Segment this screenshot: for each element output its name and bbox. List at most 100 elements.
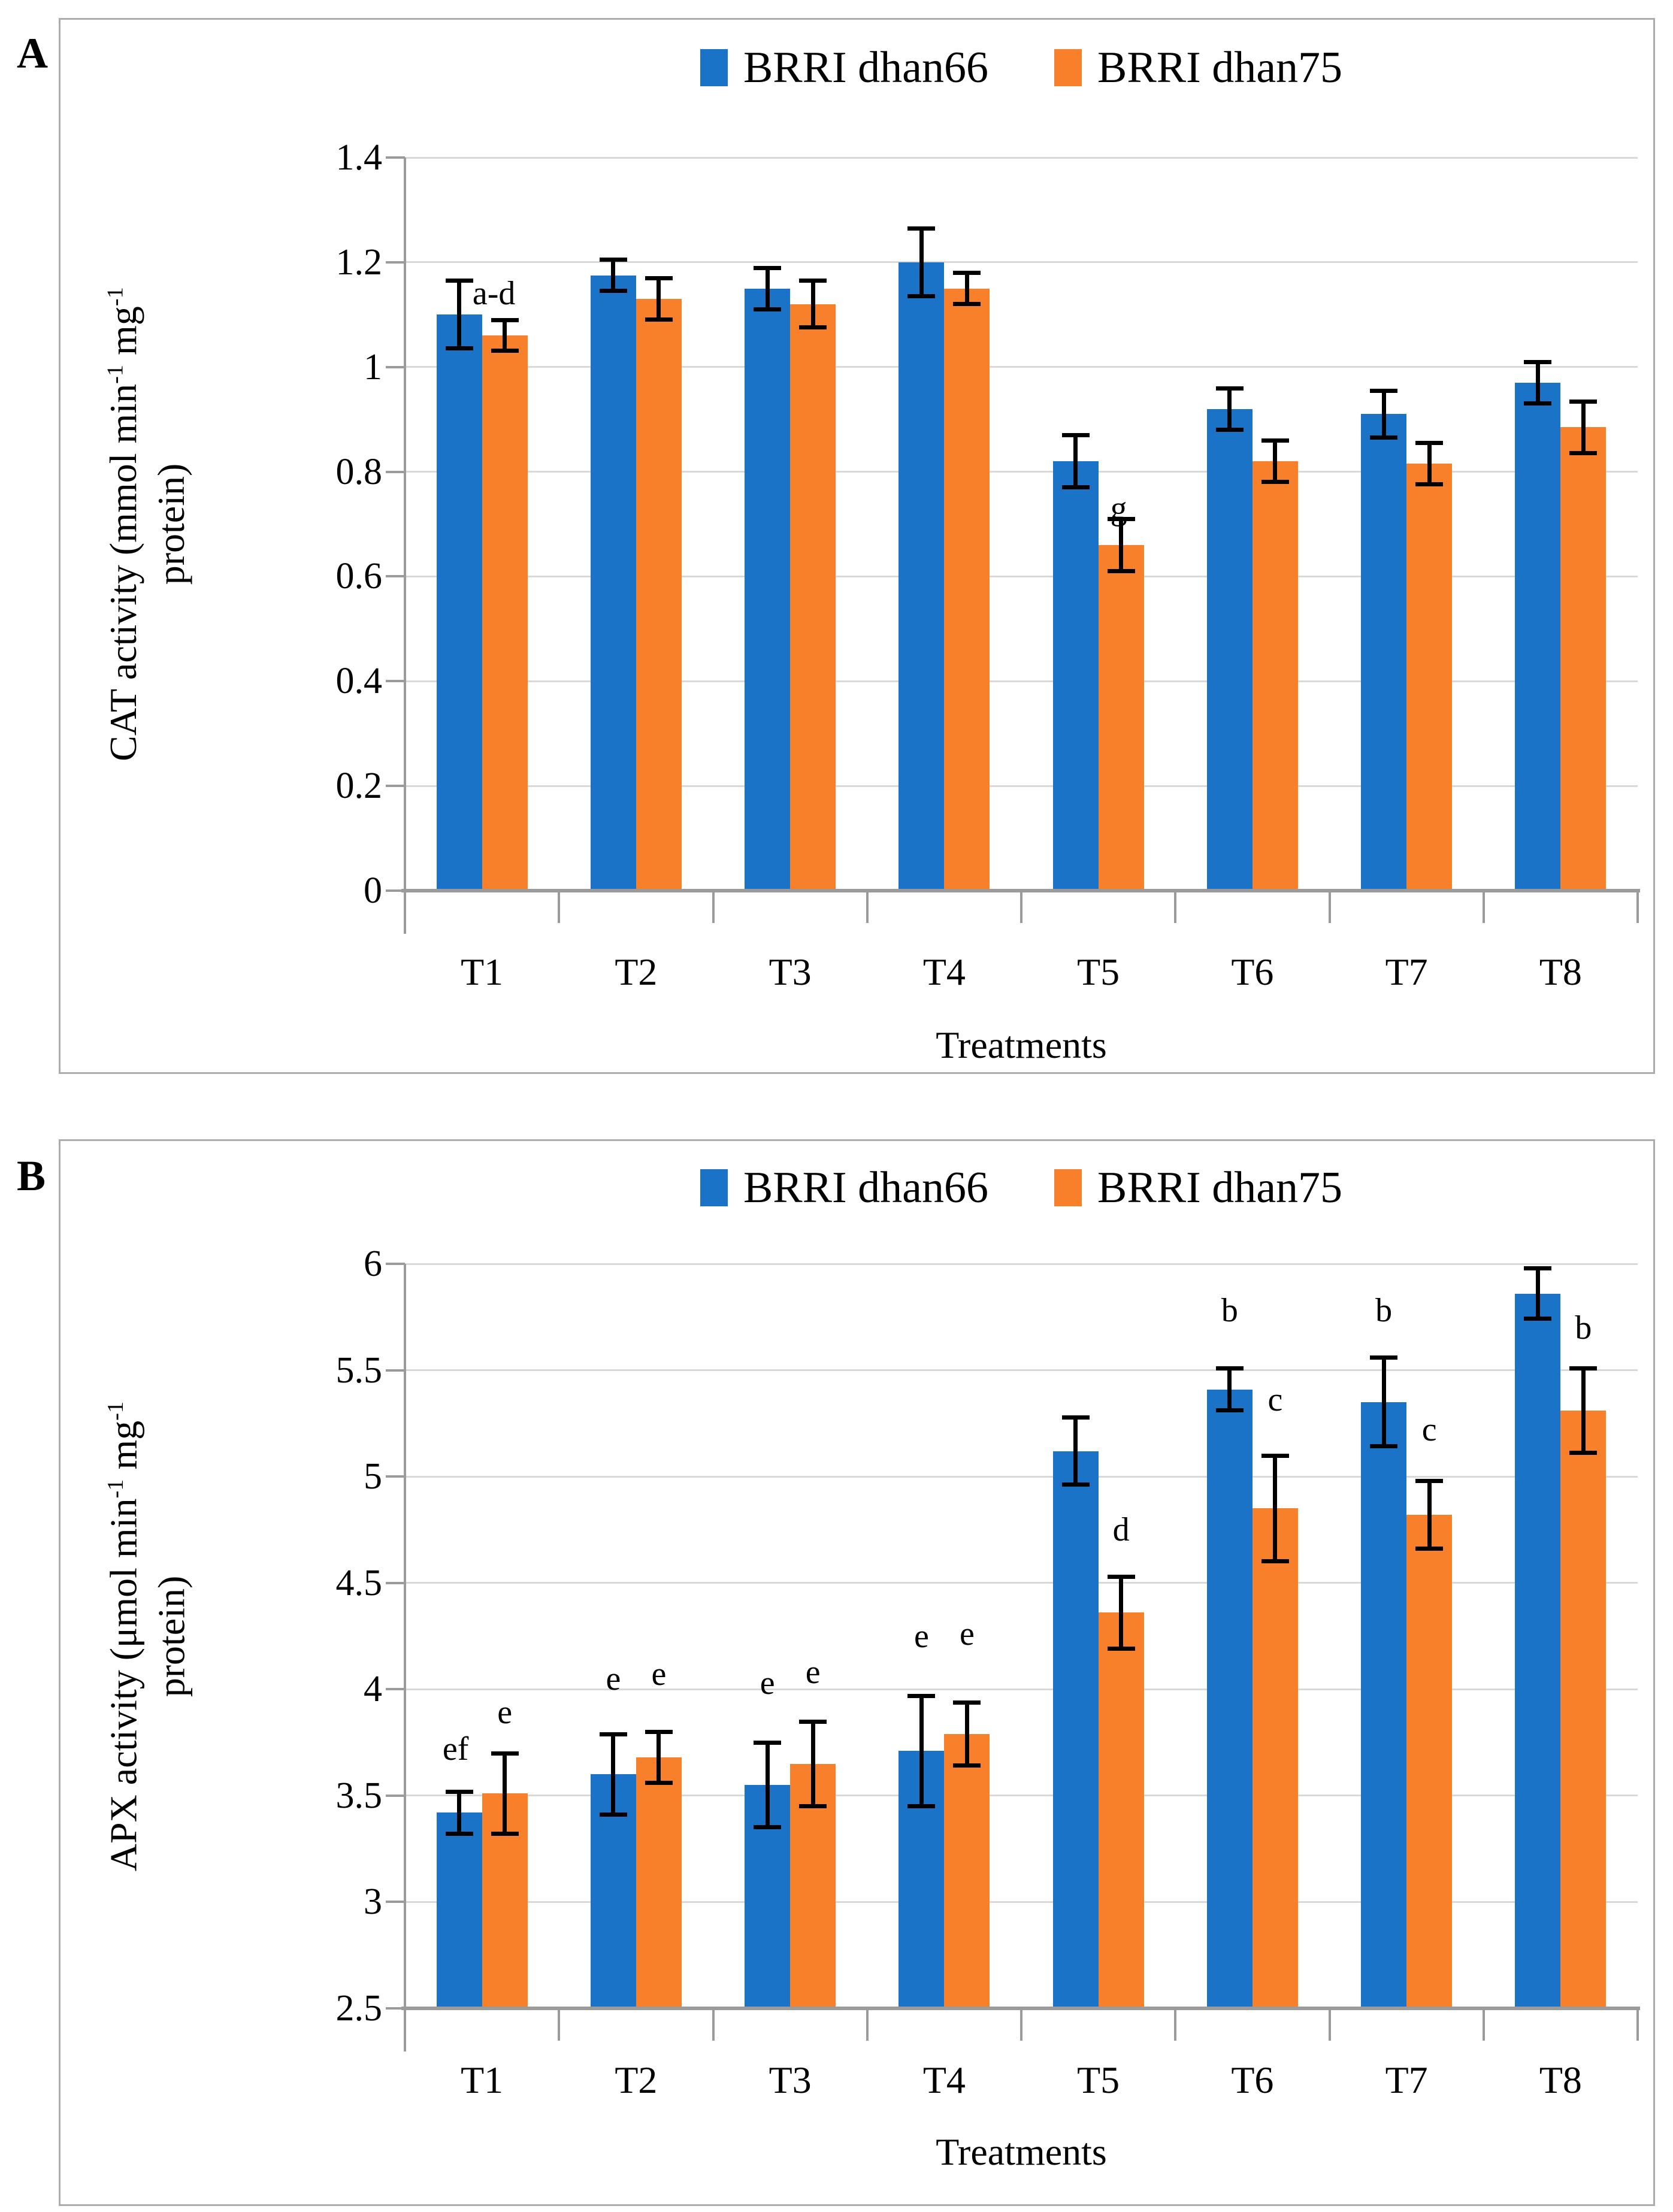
x-axis-tick-mark (1020, 2008, 1022, 2041)
gridline (405, 575, 1638, 577)
error-bar-cap-bottom (907, 1804, 936, 1808)
significance-letter: e (760, 1664, 775, 1702)
y-axis-tick-mark (386, 1475, 405, 1478)
x-axis-tick-label: T8 (1539, 951, 1582, 993)
x-axis-tick-label: T1 (461, 951, 504, 993)
error-bar-line (765, 267, 770, 310)
error-bar-cap-top (645, 1730, 673, 1735)
x-axis-tick-mark (404, 891, 406, 923)
error-bar-cap-top (799, 1719, 827, 1724)
error-bar-cap-bottom (1569, 450, 1598, 455)
error-bar-cap-top (1261, 1453, 1289, 1458)
significance-letter: c (1421, 1411, 1437, 1448)
error-bar-cap-top (1415, 441, 1444, 446)
bar-brri-dhan66-t8 (1515, 382, 1561, 891)
bar-brri-dhan66-t8 (1515, 1293, 1561, 2008)
error-bar-cap-bottom (1524, 401, 1552, 406)
error-bar-cap-bottom (1569, 1451, 1598, 1455)
x-axis-tick-mark (712, 2008, 715, 2041)
y-axis-tick-mark (386, 1581, 405, 1584)
y-axis-tick-mark (386, 889, 405, 892)
error-bar-cap-top (1415, 1479, 1444, 1484)
x-axis-tick-mark (1174, 891, 1177, 923)
error-bar-cap-top (1107, 1575, 1135, 1579)
bar-brri-dhan66-t6 (1206, 1389, 1253, 2008)
error-bar-cap-top (907, 226, 936, 231)
error-bar-cap-top (953, 1700, 981, 1705)
gridline (405, 785, 1638, 787)
error-bar-line (503, 320, 507, 352)
y-axis-tick-mark (386, 365, 405, 368)
error-bar-cap-bottom (1370, 435, 1398, 440)
error-bar-cap-bottom (1215, 427, 1244, 432)
error-bar-cap-bottom (1524, 1317, 1552, 1321)
y-axis-tick-mark (386, 1794, 405, 1797)
y-axis-tick-label: 4.5 (335, 1562, 383, 1603)
y-axis-tick-label: 5 (364, 1456, 382, 1497)
error-bar-cap-top (953, 271, 981, 276)
y-axis-tick-label: 2.5 (335, 1988, 383, 2029)
significance-letter: ef (442, 1730, 469, 1768)
y-axis-tick-mark (386, 2007, 405, 2010)
significance-letter: e (497, 1694, 513, 1732)
legend-label: BRRI dhan66 (743, 1163, 988, 1212)
legend-swatch-brri-dhan66 (700, 49, 728, 86)
error-bar-cap-bottom (1261, 480, 1289, 485)
y-axis-tick-mark (386, 1688, 405, 1691)
error-bar-line (611, 1733, 616, 1815)
y-axis-tick-mark (386, 261, 405, 264)
error-bar-cap-top (445, 1789, 473, 1794)
error-bar-line (1581, 1368, 1586, 1454)
significance-letter: b (1375, 1292, 1393, 1330)
legend-label: BRRI dhan75 (1097, 43, 1343, 92)
panel-a-cat-activity-chart: 1.4 1.2 1 0.8 0.6 0.4 0.2 0 a-d g T1 T2 T3 T4 T5 T6 T7 T8… (59, 18, 1655, 1074)
legend-swatch-brri-dhan66 (700, 1169, 728, 1206)
x-axis-tick-mark (712, 891, 715, 923)
error-bar-cap-top (645, 276, 673, 281)
error-bar-line (765, 1742, 770, 1828)
error-bar-cap-bottom (645, 317, 673, 322)
legend-swatch-brri-dhan75 (1054, 1169, 1082, 1206)
y-axis-tick-mark (386, 785, 405, 788)
legend-item-brri-dhan66: BRRI dhan66 (700, 1166, 988, 1210)
legend-label: BRRI dhan75 (1097, 1163, 1343, 1212)
error-bar-cap-top (799, 279, 827, 283)
bar-brri-dhan75-t5 (1098, 1612, 1144, 2008)
error-bar-cap-bottom (599, 1812, 627, 1817)
bar-brri-dhan75-t4 (944, 288, 990, 891)
error-bar-cap-bottom (1215, 1408, 1244, 1413)
bar-brri-dhan75-t7 (1406, 1515, 1453, 2008)
x-axis-tick-mark (1174, 2008, 1177, 2041)
superscript: -1 (102, 1479, 128, 1499)
y-axis-tick-label: 1.2 (335, 241, 383, 283)
y-axis-tick-mark (386, 1263, 405, 1265)
error-bar-line (1535, 361, 1540, 404)
bar-brri-dhan75-t8 (1560, 1411, 1607, 2008)
error-bar-cap-top (491, 1751, 519, 1756)
significance-letter: e (651, 1656, 667, 1693)
superscript: -1 (102, 287, 128, 307)
gridline (405, 156, 1638, 159)
bar-brri-dhan75-t5 (1098, 544, 1144, 891)
x-axis-tick-label: T6 (1231, 2059, 1274, 2101)
significance-letter: c (1267, 1381, 1283, 1419)
error-bar-cap-bottom (445, 346, 473, 351)
error-bar-line (1273, 1455, 1278, 1562)
legend-swatch-brri-dhan75 (1054, 49, 1082, 86)
error-bar-cap-top (1061, 433, 1090, 438)
bar-brri-dhan75-t8 (1560, 427, 1607, 891)
bar-brri-dhan75-t2 (636, 1757, 682, 2008)
error-bar-cap-bottom (799, 1804, 827, 1808)
error-bar-cap-bottom (799, 325, 827, 330)
error-bar-cap-top (1261, 438, 1289, 443)
gridline (405, 1795, 1638, 1797)
y-axis-tick-label: 0.6 (335, 556, 383, 597)
error-bar-line (1427, 1481, 1432, 1549)
x-axis-tick-mark (1636, 891, 1639, 923)
bar-brri-dhan66-t1 (436, 1812, 482, 2008)
significance-letter: a-d (472, 275, 516, 313)
error-bar-cap-top (491, 318, 519, 323)
x-axis-tick-label: T7 (1385, 2059, 1428, 2101)
significance-letter: e (959, 1615, 975, 1653)
